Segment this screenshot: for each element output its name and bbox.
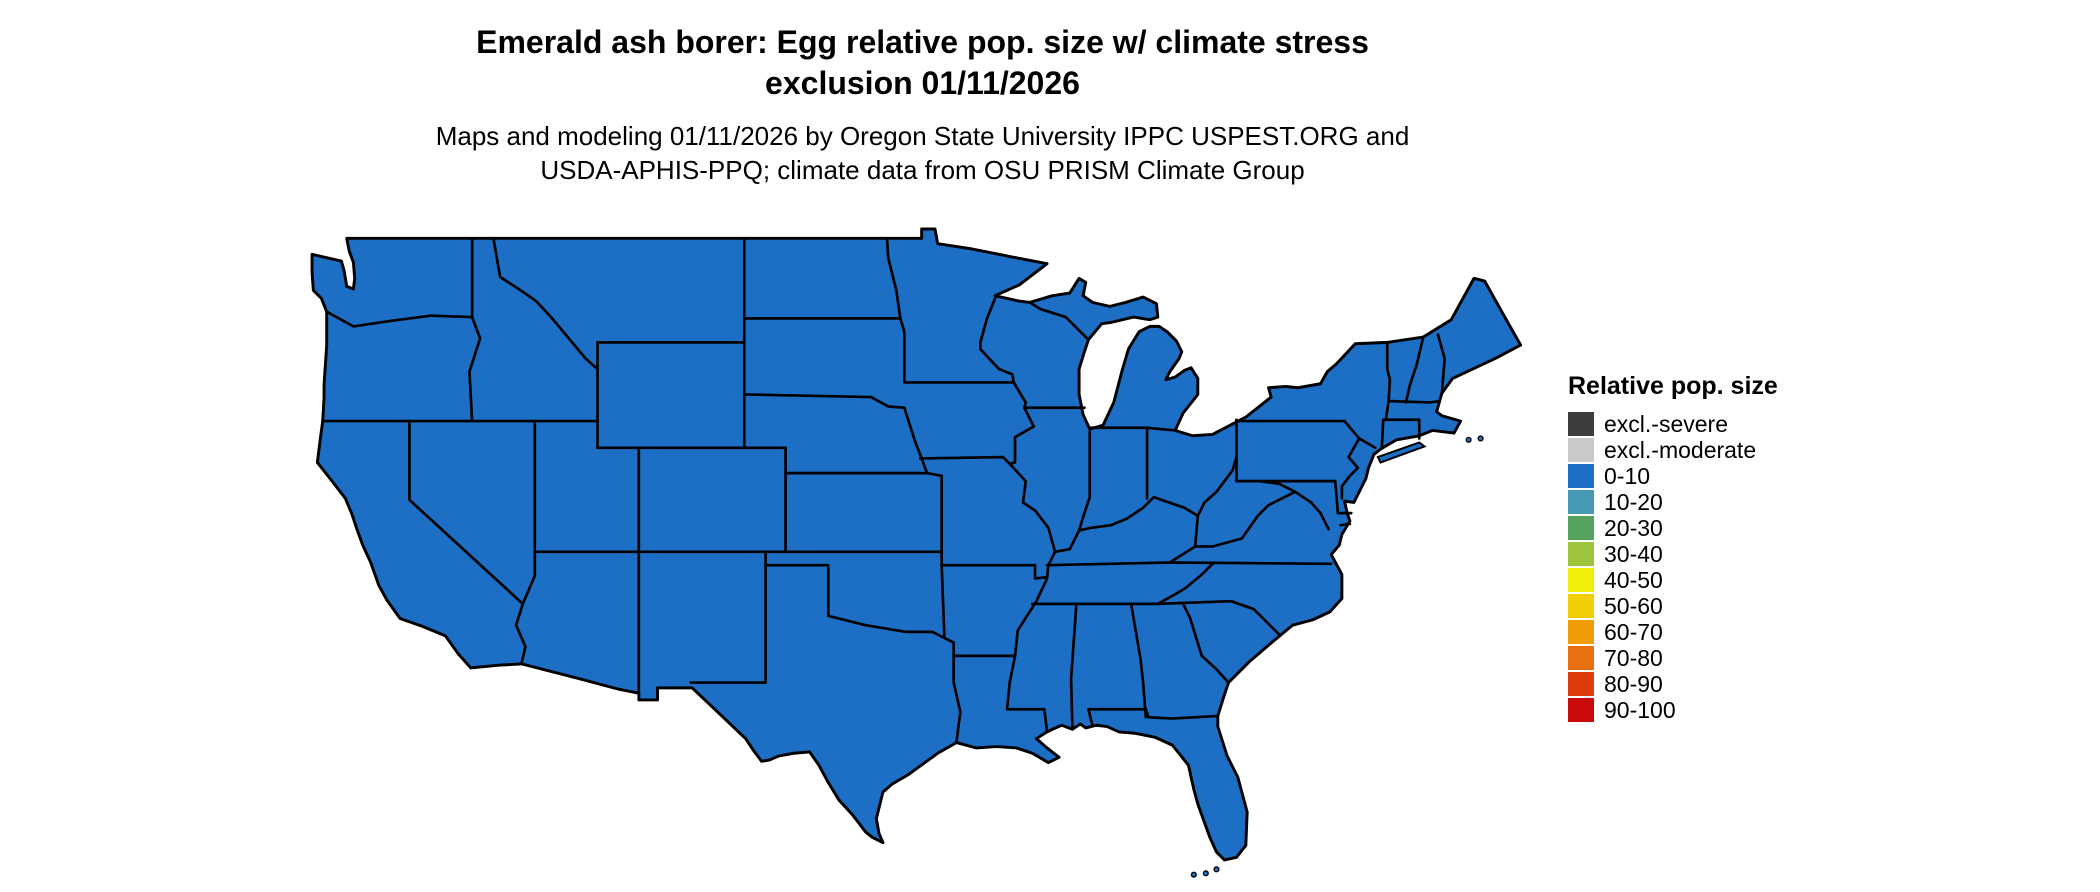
border-potomac bbox=[1257, 479, 1330, 531]
legend-swatch-30-40 bbox=[1568, 542, 1594, 566]
border-wv-va bbox=[1193, 490, 1297, 548]
legend-label: 0-10 bbox=[1604, 462, 1651, 489]
map-subtitle-line2: USDA-APHIS-PPQ; climate data from OSU PR… bbox=[540, 154, 1305, 185]
border-ca-nv-az bbox=[408, 419, 527, 666]
us-landmass bbox=[310, 227, 1523, 862]
map-title-line1: Emerald ash borer: Egg relative pop. siz… bbox=[476, 24, 1369, 60]
border-ok-tx-red-river bbox=[764, 563, 956, 644]
state-borders bbox=[321, 237, 1446, 744]
legend-swatch-90-100 bbox=[1568, 698, 1594, 722]
legend-swatch-excl-severe bbox=[1568, 412, 1594, 436]
legend-swatch-0-10 bbox=[1568, 464, 1594, 488]
border-ohio-river bbox=[1053, 455, 1238, 554]
border-mn-west bbox=[885, 237, 902, 320]
legend-swatch-10-20 bbox=[1568, 490, 1594, 514]
legend-item: 40-50 bbox=[1568, 567, 1888, 593]
legend-item: excl.-moderate bbox=[1568, 437, 1888, 463]
border-md-va-delmarva bbox=[1339, 522, 1352, 527]
legend-label: 30-40 bbox=[1604, 540, 1663, 567]
legend-label: excl.-severe bbox=[1604, 410, 1728, 437]
map-subtitle: Maps and modeling 01/11/2026 by Oregon S… bbox=[0, 120, 1845, 188]
map-title: Emerald ash borer: Egg relative pop. siz… bbox=[0, 22, 1845, 104]
legend-label: 80-90 bbox=[1604, 670, 1663, 697]
border-wv-ky bbox=[1193, 514, 1200, 548]
border-al-ms bbox=[1069, 602, 1078, 731]
border-ga-al bbox=[1129, 602, 1148, 719]
legend-label: 20-30 bbox=[1604, 514, 1663, 541]
legend-swatch-60-70 bbox=[1568, 620, 1594, 644]
border-id-west bbox=[468, 237, 482, 423]
border-ky-va bbox=[1168, 545, 1197, 564]
legend-item: 0-10 bbox=[1568, 463, 1888, 489]
border-wi-mi bbox=[1028, 301, 1090, 342]
us-map bbox=[310, 227, 1523, 878]
border-sd-ne bbox=[742, 393, 906, 410]
border-ct-ri-ma bbox=[1380, 418, 1421, 448]
legend-label: 10-20 bbox=[1604, 488, 1663, 515]
legend-item: 50-60 bbox=[1568, 593, 1888, 619]
border-il-in bbox=[1077, 430, 1092, 532]
border-ma-north bbox=[1384, 399, 1441, 422]
border-mississippi-river bbox=[979, 297, 1057, 734]
border-nh-me bbox=[1436, 333, 1446, 395]
border-mn-sd-ia bbox=[898, 317, 1016, 384]
legend-swatch-excl-moderate bbox=[1568, 438, 1594, 462]
border-mt-id bbox=[492, 237, 599, 371]
border-ia-mo bbox=[919, 455, 1012, 466]
border-nv-ut bbox=[521, 419, 537, 606]
border-md-de bbox=[1333, 479, 1353, 515]
border-ny-vt bbox=[1385, 341, 1392, 403]
legend-title: Relative pop. size bbox=[1568, 372, 1778, 400]
legend-label: 50-60 bbox=[1604, 592, 1663, 619]
border-nc-sc-35n bbox=[1031, 599, 1281, 636]
long-island bbox=[1376, 441, 1427, 464]
border-fl-north bbox=[1087, 707, 1220, 727]
map-subtitle-line1: Maps and modeling 01/11/2026 by Oregon S… bbox=[435, 121, 1410, 151]
border-delaware-river bbox=[1340, 419, 1377, 500]
legend-label: 70-80 bbox=[1604, 644, 1663, 671]
legend-label: 60-70 bbox=[1604, 618, 1663, 645]
coastal-islands bbox=[1465, 435, 1484, 443]
legend-swatch-20-30 bbox=[1568, 516, 1594, 540]
legend-item: 20-30 bbox=[1568, 515, 1888, 541]
border-vt-nh bbox=[1404, 335, 1425, 404]
legend-swatch-70-80 bbox=[1568, 646, 1594, 670]
legend-item: 60-70 bbox=[1568, 619, 1888, 645]
border-mo-ar bbox=[940, 563, 1049, 580]
legend-label: excl.-moderate bbox=[1604, 436, 1757, 463]
border-nm-tx bbox=[689, 550, 767, 684]
map-legend: Relative pop. size excl.-severe excl.-mo… bbox=[1568, 372, 1888, 723]
border-ne-ia bbox=[902, 406, 929, 475]
legend-item: 70-80 bbox=[1568, 645, 1888, 671]
legend-label: 40-50 bbox=[1604, 566, 1663, 593]
border-ks-mo-ok bbox=[925, 471, 946, 638]
legend-item: 30-40 bbox=[1568, 541, 1888, 567]
map-title-line2: exclusion 01/11/2026 bbox=[765, 64, 1080, 101]
border-tx-east bbox=[952, 641, 962, 744]
legend-swatch-40-50 bbox=[1568, 568, 1594, 592]
border-ga-sc bbox=[1181, 602, 1230, 684]
legend-item: 80-90 bbox=[1568, 671, 1888, 697]
border-tn-nc bbox=[1156, 561, 1216, 606]
legend-swatch-80-90 bbox=[1568, 672, 1594, 696]
florida-keys bbox=[1190, 866, 1220, 878]
legend-swatch-50-60 bbox=[1568, 594, 1594, 618]
us-map-container bbox=[305, 225, 1533, 888]
border-wa-or bbox=[325, 310, 474, 328]
legend-item: 90-100 bbox=[1568, 697, 1888, 723]
legend-item: excl.-severe bbox=[1568, 411, 1888, 437]
legend-item: 10-20 bbox=[1568, 489, 1888, 515]
legend-label: 90-100 bbox=[1604, 696, 1676, 723]
